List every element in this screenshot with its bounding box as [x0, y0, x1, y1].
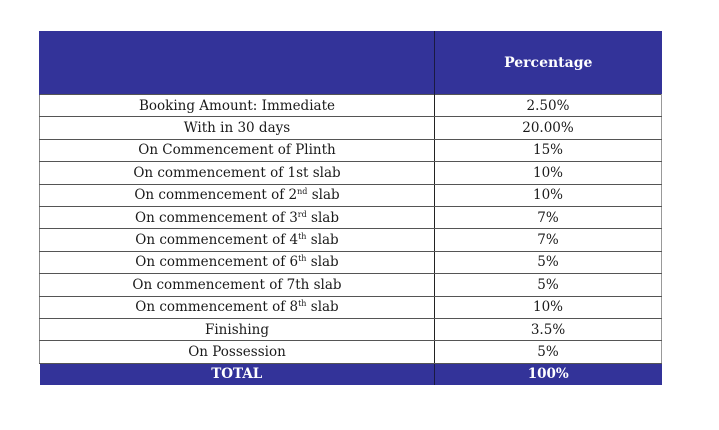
percentage-cell: 2.50%	[434, 93, 662, 118]
percentage-cell: 20.00%	[434, 116, 662, 140]
table-row: With in 30 days 20.00%	[39, 116, 662, 140]
table-row: On commencement of 7th slab 5%	[39, 273, 662, 297]
total-label: TOTAL	[39, 362, 435, 385]
total-row: TOTAL 100%	[39, 362, 662, 385]
table-row: On Possession 5%	[39, 340, 662, 364]
percentage-cell: 5%	[434, 273, 662, 297]
stage-cell: On commencement of 4th slab	[39, 228, 435, 252]
percentage-cell: 10%	[434, 295, 662, 319]
total-percentage: 100%	[434, 362, 662, 385]
stage-cell: With in 30 days	[39, 116, 435, 140]
stage-cell: On commencement of 8th slab	[39, 295, 435, 319]
percentage-cell: 7%	[434, 205, 662, 230]
percentage-cell: 10%	[434, 161, 662, 185]
table-row: On commencement of 4th slab 7%	[39, 228, 662, 252]
table-row: On Commencement of Plinth 15%	[39, 138, 662, 163]
percentage-cell: 5%	[434, 250, 662, 275]
table-row: On commencement of 1st slab 10%	[39, 161, 662, 185]
table-row: Booking Amount: Immediate 2.50%	[39, 93, 662, 118]
percentage-cell: 15%	[434, 138, 662, 163]
table-row: On commencement of 8th slab 10%	[39, 295, 662, 319]
percentage-cell: 10%	[434, 183, 662, 207]
stage-cell: Finishing	[39, 317, 435, 342]
table-row: On commencement of 6th slab 5%	[39, 250, 662, 275]
stage-cell: On commencement of 2nd slab	[39, 183, 435, 207]
stage-cell: On Possession	[39, 340, 435, 364]
stage-cell: On commencement of 1st slab	[39, 161, 435, 185]
percentage-cell: 5%	[434, 340, 662, 364]
table-row: On commencement of 2nd slab 10%	[39, 183, 662, 207]
payment-schedule-table: Percentage Booking Amount: Immediate 2.5…	[39, 31, 662, 385]
table-row: Finishing 3.5%	[39, 317, 662, 342]
stage-cell: Booking Amount: Immediate	[39, 93, 435, 118]
header-percentage: Percentage	[434, 31, 662, 95]
stage-cell: On commencement of 3rd slab	[39, 205, 435, 230]
table-header-row: Percentage	[39, 31, 662, 95]
header-stage	[39, 31, 435, 95]
table-row: On commencement of 3rd slab 7%	[39, 205, 662, 230]
stage-cell: On commencement of 7th slab	[39, 273, 435, 297]
stage-cell: On commencement of 6th slab	[39, 250, 435, 275]
stage-cell: On Commencement of Plinth	[39, 138, 435, 163]
percentage-cell: 3.5%	[434, 317, 662, 342]
percentage-cell: 7%	[434, 228, 662, 252]
